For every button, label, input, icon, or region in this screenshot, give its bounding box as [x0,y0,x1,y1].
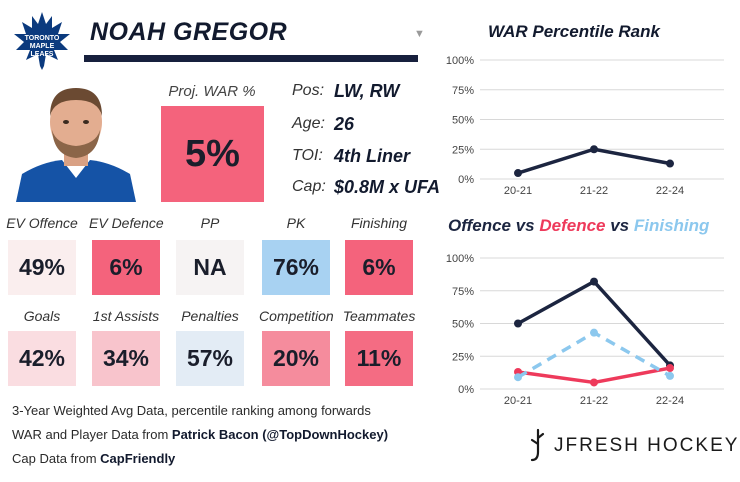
stat-row2-label-0: Goals [23,308,61,324]
chart1-point-0-1 [590,145,598,154]
chart2-ytick-label: 100% [446,253,474,265]
chart2-point-1-2 [666,364,674,373]
chart2-ytick-label: 50% [452,319,474,331]
chart2-title-vs-1: vs [511,216,540,235]
player-name: NOAH GREGOR [90,18,288,46]
stat-row2-label-3: Competition [259,308,334,324]
name-underline [84,55,418,62]
chart2-title-finishing: Finishing [633,216,710,235]
stat-row2-value-2: 57% [176,331,244,386]
stat-row1-label-1: EV Defence [89,215,164,231]
chart1-point-0-0 [514,169,522,178]
stat-row1-value-2: NA [176,240,244,295]
chart1-title: WAR Percentile Rank [488,22,660,41]
footer-source-war: Patrick Bacon (@TopDownHockey) [171,427,389,442]
brand: JFRESH HOCKEY [528,428,739,464]
footer-line-2: WAR and Player Data from Patrick Bacon (… [12,427,388,442]
bio-cap-key: Cap: [292,178,326,195]
footer-line-3: Cap Data from CapFriendly [12,451,175,466]
chart1-ytick-label: 25% [452,144,474,156]
war-percentile-chart: 0% 25% 50% 75% 100% 20-21 21-22 22-24 [446,55,724,197]
logo-text-3: LEAFS [31,51,54,58]
maple-leafs-logo: TORONTO MAPLE LEAFS [12,10,72,72]
footer-line-3-prefix: Cap Data from [12,451,101,466]
brand-text: JFRESH HOCKEY [554,435,740,456]
chart2-xtick-label: 22-24 [656,395,684,407]
stat-row1-value-0: 49% [8,240,76,295]
chart2-title-vs-2: vs [605,216,634,235]
stat-row2-value-4: 11% [345,331,413,386]
stat-row1-value-1: 6% [92,240,160,295]
logo-text-2: MAPLE [30,43,55,50]
stat-row1-value-3: 76% [262,240,330,295]
chart2-ytick-label: 75% [452,286,474,298]
proj-war-value: 5% [161,106,264,202]
stat-row2-label-1: 1st Assists [92,308,160,324]
chart2-point-1-1 [590,378,598,387]
stat-row2-label-2: Penalties [181,308,239,324]
proj-war-label: Proj. WAR % [168,83,256,100]
footer-source-cap: CapFriendly [100,451,176,466]
bio-toi-key: TOI: [292,147,323,164]
chart1-xtick-label: 21-22 [580,185,608,197]
chart2-point-2-2 [666,371,674,380]
chart1-xtick-label: 22-24 [656,185,684,197]
stat-row2-value-0: 42% [8,331,76,386]
stat-row1-label-2: PP [200,215,220,231]
chart1-xtick-label: 20-21 [504,185,532,197]
chart2-ytick-label: 25% [452,351,474,363]
stat-row2-value-1: 34% [92,331,160,386]
chart2-xtick-label: 21-22 [580,395,608,407]
chart1-ytick-label: 0% [458,174,474,186]
logo-text-1: TORONTO [25,35,60,42]
stat-row1-label-4: Finishing [350,215,408,231]
stat-row1-label-3: PK [286,215,306,231]
chart1-ytick-label: 50% [452,115,474,127]
stat-row2-value-3: 20% [262,331,330,386]
player-dropdown-icon[interactable]: ▼ [414,28,425,40]
chart2-title: Offence vs Defence vs Finishing [448,216,709,236]
stat-row1-value-4: 6% [345,240,413,295]
footer-line-1: 3-Year Weighted Avg Data, percentile ran… [12,403,371,418]
stat-row1-label-0: EV Offence [6,215,78,231]
chart2-xtick-label: 20-21 [504,395,532,407]
bio-cap-value: $0.8M x UFA [334,177,441,197]
chart2-title-defence: Defence [539,216,606,235]
chart1-ytick-label: 100% [446,55,474,67]
bio-age-key: Age: [292,115,325,132]
chart2-title-offence: Offence [448,216,511,235]
bio-pos-value: LW, RW [334,81,400,101]
bio-toi-value: 4th Liner [334,146,411,166]
bio-pos-key: Pos: [292,82,325,99]
offence-defence-finishing-chart: 0% 25% 50% 75% 100% 20-21 21-22 22-24 [446,253,724,407]
stat-row2-label-4: Teammates [342,308,416,324]
bio-age-value: 26 [334,114,355,134]
chart2-point-0-0 [514,319,522,328]
chart2-point-0-1 [590,277,598,286]
chart1-ytick-label: 75% [452,85,474,97]
chart2-point-2-1 [590,328,598,337]
chart2-ytick-label: 0% [458,384,474,396]
player-photo [12,78,140,202]
chart1-point-0-2 [666,159,674,168]
brand-logo-icon [530,428,545,462]
chart2-point-2-0 [514,373,522,382]
footer-line-2-prefix: WAR and Player Data from [12,427,172,442]
